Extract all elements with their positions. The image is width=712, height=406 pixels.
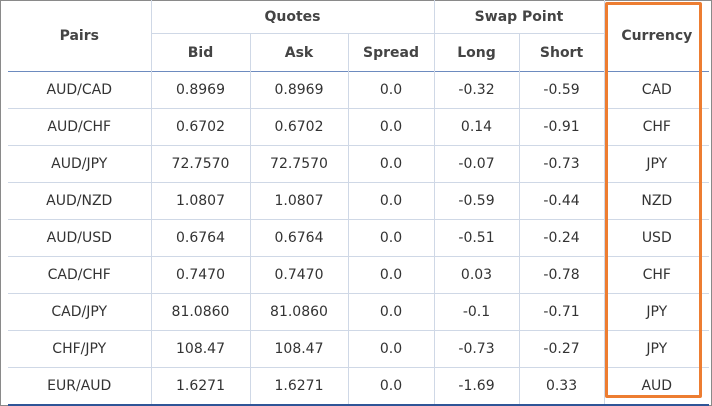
cell-ask: 72.7570 [249, 145, 348, 183]
cell-short: -0.91 [518, 108, 605, 146]
cell-ask: 0.8969 [249, 71, 348, 109]
cell-bid: 0.6702 [150, 108, 250, 146]
table-row: AUD/CAD 0.8969 0.8969 0.0 -0.32 -0.59 CAD [8, 71, 710, 109]
table-row: CAD/CHF 0.7470 0.7470 0.0 0.03 -0.78 CHF [8, 256, 710, 294]
cell-bid: 81.0860 [150, 293, 250, 331]
cell-spread: 0.0 [347, 256, 435, 294]
cell-pair: AUD/JPY [8, 145, 151, 183]
cell-ask: 1.0807 [249, 182, 348, 220]
cell-short: -0.44 [518, 182, 605, 220]
cell-currency: JPY [603, 293, 710, 331]
cell-currency: JPY [603, 145, 710, 183]
header-spread: Spread [347, 33, 435, 72]
cell-long: 0.03 [433, 256, 520, 294]
cell-currency: USD [603, 219, 710, 257]
cell-bid: 72.7570 [150, 145, 250, 183]
cell-pair: CAD/CHF [8, 256, 151, 294]
header-pairs: Pairs [59, 27, 99, 44]
cell-ask: 0.6764 [249, 219, 348, 257]
cell-short: -0.78 [518, 256, 605, 294]
cell-ask: 1.6271 [249, 367, 348, 406]
cell-spread: 0.0 [347, 145, 435, 183]
cell-short: 0.33 [518, 367, 605, 406]
cell-ask: 81.0860 [249, 293, 348, 331]
cell-currency: CHF [603, 108, 710, 146]
cell-pair: CAD/JPY [8, 293, 151, 331]
cell-pair: AUD/CHF [8, 108, 151, 146]
cell-pair: AUD/USD [8, 219, 151, 257]
cell-pair: AUD/NZD [8, 182, 151, 220]
cell-spread: 0.0 [347, 71, 435, 109]
cell-long: -1.69 [433, 367, 520, 406]
cell-short: -0.27 [518, 330, 605, 368]
cell-currency: NZD [603, 182, 710, 220]
cell-currency: AUD [603, 367, 710, 406]
cell-long: -0.32 [433, 71, 520, 109]
header-swap-point: Swap Point [433, 0, 605, 34]
cell-bid: 0.6764 [150, 219, 250, 257]
table-row: EUR/AUD 1.6271 1.6271 0.0 -1.69 0.33 AUD [8, 367, 710, 406]
cell-spread: 0.0 [347, 219, 435, 257]
quotes-table: Pairs Quotes Swap Point Currency Bid Ask… [8, 0, 710, 406]
cell-long: -0.1 [433, 293, 520, 331]
cell-spread: 0.0 [347, 108, 435, 146]
header-quotes: Quotes [150, 0, 435, 34]
cell-bid: 1.0807 [150, 182, 250, 220]
table-row: CHF/JPY 108.47 108.47 0.0 -0.73 -0.27 JPY [8, 330, 710, 368]
cell-short: -0.24 [518, 219, 605, 257]
header-currency: Currency [603, 0, 710, 72]
header-bid: Bid [150, 33, 250, 72]
cell-currency: JPY [603, 330, 710, 368]
cell-bid: 108.47 [150, 330, 250, 368]
cell-spread: 0.0 [347, 293, 435, 331]
cell-pair: AUD/CAD [8, 71, 151, 109]
cell-long: -0.07 [433, 145, 520, 183]
cell-short: -0.73 [518, 145, 605, 183]
cell-currency: CHF [603, 256, 710, 294]
table-row: CAD/JPY 81.0860 81.0860 0.0 -0.1 -0.71 JPY [8, 293, 710, 331]
cell-bid: 0.7470 [150, 256, 250, 294]
cell-ask: 0.7470 [249, 256, 348, 294]
cell-long: 0.14 [433, 108, 520, 146]
cell-ask: 108.47 [249, 330, 348, 368]
header-long: Long [433, 33, 520, 72]
cell-ask: 0.6702 [249, 108, 348, 146]
cell-long: -0.51 [433, 219, 520, 257]
header-ask: Ask [249, 33, 348, 72]
cell-currency: CAD [603, 71, 710, 109]
cell-long: -0.59 [433, 182, 520, 220]
cell-spread: 0.0 [347, 330, 435, 368]
table-row: AUD/CHF 0.6702 0.6702 0.0 0.14 -0.91 CHF [8, 108, 710, 146]
cell-short: -0.71 [518, 293, 605, 331]
table-row: AUD/USD 0.6764 0.6764 0.0 -0.51 -0.24 USD [8, 219, 710, 257]
cell-pair: CHF/JPY [8, 330, 151, 368]
cell-pair: EUR/AUD [8, 367, 151, 406]
cell-spread: 0.0 [347, 182, 435, 220]
cell-spread: 0.0 [347, 367, 435, 406]
header-short: Short [518, 33, 605, 72]
cell-short: -0.59 [518, 71, 605, 109]
table-row: AUD/NZD 1.0807 1.0807 0.0 -0.59 -0.44 NZD [8, 182, 710, 220]
cell-long: -0.73 [433, 330, 520, 368]
cell-bid: 0.8969 [150, 71, 250, 109]
cell-bid: 1.6271 [150, 367, 250, 406]
table-row: AUD/JPY 72.7570 72.7570 0.0 -0.07 -0.73 JPY [8, 145, 710, 183]
